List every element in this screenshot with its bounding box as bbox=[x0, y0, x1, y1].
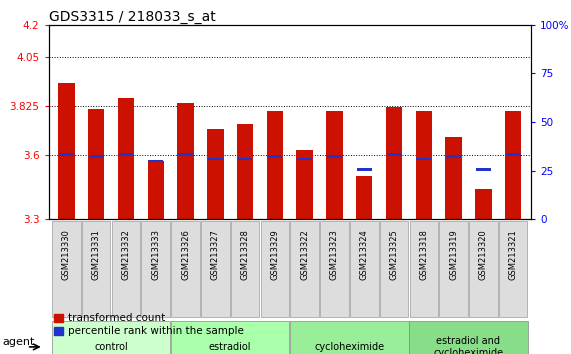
FancyBboxPatch shape bbox=[380, 222, 408, 316]
Text: estradiol: estradiol bbox=[209, 342, 251, 352]
Bar bbox=[207, 129, 223, 219]
Bar bbox=[267, 111, 283, 219]
Bar bbox=[118, 98, 134, 219]
Text: GSM213326: GSM213326 bbox=[181, 229, 190, 280]
Text: GSM213328: GSM213328 bbox=[240, 229, 250, 280]
Bar bbox=[88, 109, 104, 219]
FancyBboxPatch shape bbox=[52, 321, 170, 354]
Legend: transformed count, percentile rank within the sample: transformed count, percentile rank withi… bbox=[54, 313, 244, 336]
Text: agent: agent bbox=[2, 337, 35, 347]
Text: control: control bbox=[94, 342, 128, 352]
Bar bbox=[89, 155, 103, 158]
Bar bbox=[506, 153, 521, 156]
FancyBboxPatch shape bbox=[260, 222, 289, 316]
Bar bbox=[416, 158, 431, 160]
Bar bbox=[148, 160, 163, 162]
Text: GSM213330: GSM213330 bbox=[62, 229, 71, 280]
FancyBboxPatch shape bbox=[320, 222, 349, 316]
Text: GSM213333: GSM213333 bbox=[151, 229, 160, 280]
FancyBboxPatch shape bbox=[171, 222, 200, 316]
FancyBboxPatch shape bbox=[469, 222, 498, 316]
Bar bbox=[59, 153, 74, 156]
FancyBboxPatch shape bbox=[52, 222, 81, 316]
Bar bbox=[58, 83, 75, 219]
Text: GSM213319: GSM213319 bbox=[449, 229, 458, 280]
Text: GSM213327: GSM213327 bbox=[211, 229, 220, 280]
Bar bbox=[475, 189, 492, 219]
FancyBboxPatch shape bbox=[409, 222, 438, 316]
Text: GSM213332: GSM213332 bbox=[122, 229, 130, 280]
FancyBboxPatch shape bbox=[112, 222, 140, 316]
FancyBboxPatch shape bbox=[231, 222, 259, 316]
Bar bbox=[445, 137, 462, 219]
FancyBboxPatch shape bbox=[439, 222, 468, 316]
Bar bbox=[326, 111, 343, 219]
Bar bbox=[505, 111, 521, 219]
FancyBboxPatch shape bbox=[82, 222, 110, 316]
FancyBboxPatch shape bbox=[291, 222, 319, 316]
Text: estradiol and
cycloheximide: estradiol and cycloheximide bbox=[433, 336, 504, 354]
Bar bbox=[356, 176, 372, 219]
Bar bbox=[297, 158, 312, 160]
Bar bbox=[296, 150, 313, 219]
Bar bbox=[119, 153, 134, 156]
FancyBboxPatch shape bbox=[142, 222, 170, 316]
Bar bbox=[268, 155, 282, 158]
FancyBboxPatch shape bbox=[350, 222, 379, 316]
Bar bbox=[208, 158, 223, 160]
FancyBboxPatch shape bbox=[171, 321, 289, 354]
Text: GSM213331: GSM213331 bbox=[92, 229, 100, 280]
Text: GSM213325: GSM213325 bbox=[389, 229, 399, 280]
Bar bbox=[476, 169, 490, 171]
Text: GSM213323: GSM213323 bbox=[330, 229, 339, 280]
FancyBboxPatch shape bbox=[499, 222, 528, 316]
Bar bbox=[416, 111, 432, 219]
Text: GSM213320: GSM213320 bbox=[479, 229, 488, 280]
Bar bbox=[238, 158, 252, 160]
Bar bbox=[446, 155, 461, 158]
Bar bbox=[178, 103, 194, 219]
Bar bbox=[237, 124, 254, 219]
Text: GDS3315 / 218033_s_at: GDS3315 / 218033_s_at bbox=[49, 10, 215, 24]
Bar bbox=[327, 155, 342, 158]
FancyBboxPatch shape bbox=[290, 321, 409, 354]
Text: GSM213329: GSM213329 bbox=[271, 229, 279, 280]
Text: cycloheximide: cycloheximide bbox=[314, 342, 384, 352]
Bar bbox=[386, 107, 402, 219]
Text: GSM213324: GSM213324 bbox=[360, 229, 369, 280]
Text: GSM213321: GSM213321 bbox=[509, 229, 518, 280]
Bar bbox=[387, 153, 401, 156]
Bar bbox=[178, 153, 193, 156]
Bar bbox=[357, 169, 372, 171]
Bar bbox=[147, 161, 164, 219]
FancyBboxPatch shape bbox=[201, 222, 230, 316]
Text: GSM213318: GSM213318 bbox=[419, 229, 428, 280]
FancyBboxPatch shape bbox=[409, 321, 528, 354]
Text: GSM213322: GSM213322 bbox=[300, 229, 309, 280]
